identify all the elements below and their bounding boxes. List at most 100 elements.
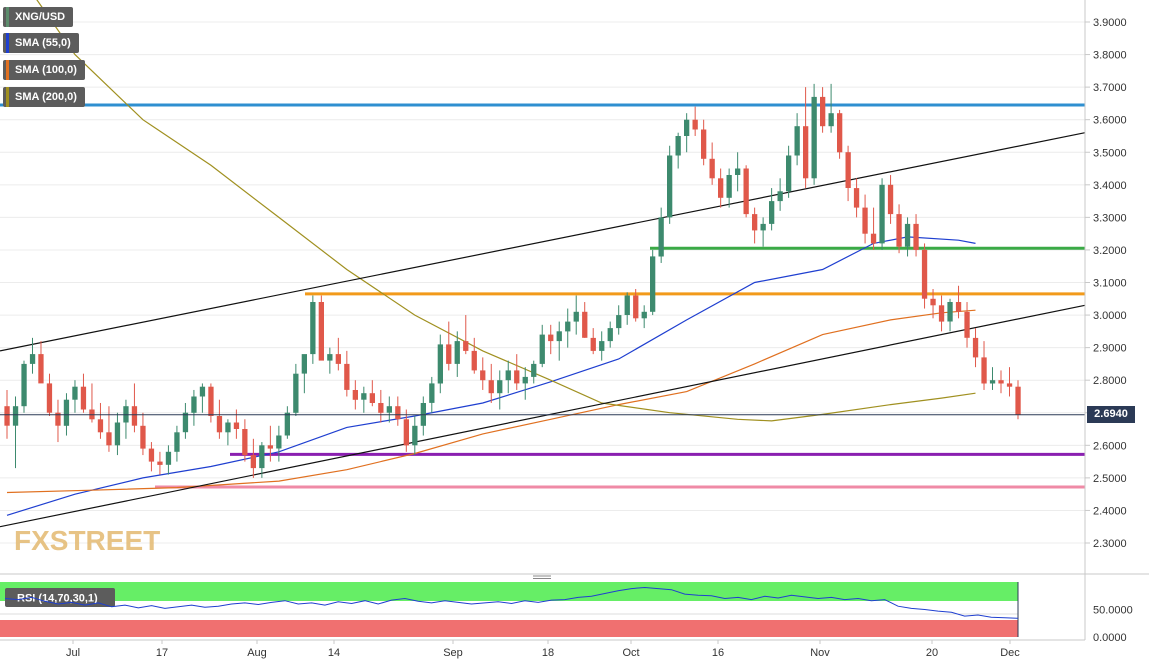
candle-body [896, 214, 902, 247]
candle-body [505, 370, 511, 381]
y-tick-label: 3.8000 [1093, 50, 1127, 62]
candle-body [335, 354, 341, 364]
candle-body [845, 152, 851, 188]
x-tick-label: Jul [66, 647, 80, 659]
candle-body [267, 445, 273, 449]
candle-body [913, 223, 919, 250]
rsi-panel: RSI (14,70,30,1) [0, 582, 1019, 637]
rsi-tick-label: 50.0000 [1093, 605, 1133, 617]
candle-body [191, 396, 197, 413]
candle-body [293, 373, 299, 413]
legend-swatch-sma-100 [6, 60, 9, 80]
rsi-y-axis: 50.0000 0.0000 [1093, 605, 1133, 645]
candle-body [514, 370, 520, 384]
y-tick-label: 3.7000 [1093, 82, 1127, 94]
legend-sma-200[interactable]: SMA (200,0) [3, 87, 85, 107]
candle-body [318, 302, 324, 361]
x-tick-label: Sep [443, 647, 463, 659]
legend-sma-55[interactable]: SMA (55,0) [3, 33, 79, 53]
candle-body [947, 302, 953, 322]
candle-body [233, 422, 240, 429]
candle-body [607, 328, 613, 342]
y-axis[interactable]: 3.9000 3.8000 3.7000 3.6000 3.5000 3.4000 3.30… [1085, 17, 1127, 550]
sma-layer [6, 0, 976, 516]
candle-body [344, 363, 350, 390]
candle-body [114, 422, 121, 446]
candle-body [616, 315, 622, 329]
candle-body [743, 168, 749, 215]
y-tick-label: 2.8000 [1093, 375, 1127, 387]
x-axis[interactable]: Jul 17 Aug 14 Sep 18 Oct 16 Nov 20 Dec [66, 640, 1020, 659]
y-tick-label: 2.4000 [1093, 505, 1127, 517]
sma-line [6, 236, 976, 516]
candle-body [97, 419, 104, 433]
candle-body [131, 406, 138, 426]
panel-resize-handle[interactable] [533, 575, 551, 579]
candle-body [199, 386, 206, 397]
y-tick-label: 3.1000 [1093, 278, 1127, 290]
candle-body [352, 390, 358, 400]
candle-body [284, 412, 290, 436]
candle-body [701, 129, 707, 159]
trend-layer [0, 132, 1086, 528]
y-tick-label: 3.4000 [1093, 180, 1127, 192]
candle-body [412, 425, 418, 446]
legend-sma-100[interactable]: SMA (100,0) [3, 60, 85, 80]
candle-body [531, 363, 537, 377]
y-tick-label: 3.3000 [1093, 212, 1127, 224]
candle-body [624, 295, 630, 315]
trendline [0, 132, 1086, 352]
candle-body [301, 354, 307, 374]
candle-body [811, 96, 817, 179]
levels-layer [0, 103, 1085, 489]
y-tick-label: 3.9000 [1093, 17, 1127, 29]
candle-body [786, 155, 792, 192]
candle-body [225, 422, 231, 433]
candle-body [573, 311, 579, 322]
candle-body [803, 126, 809, 179]
candle-body [21, 363, 27, 407]
candle-layer [4, 83, 1021, 478]
candle-body [46, 383, 53, 413]
candle-body [378, 403, 384, 413]
y-tick-label: 3.6000 [1093, 115, 1127, 127]
candle-body [862, 207, 868, 234]
y-tick-label: 2.6000 [1093, 440, 1127, 452]
legend-label-xng-usd: XNG/USD [15, 11, 66, 23]
candle-body [386, 406, 392, 413]
candle-body [361, 393, 367, 400]
legend-label-sma-100: SMA (100,0) [15, 64, 77, 76]
rsi-tick-label: 0.0000 [1093, 632, 1127, 644]
candle-body [497, 380, 503, 394]
candle-body [140, 425, 146, 449]
candle-body [208, 386, 214, 416]
legend-label-sma-200: SMA (200,0) [15, 91, 77, 103]
x-tick-label: 17 [156, 647, 168, 659]
candle-body [539, 334, 545, 364]
candle-body [828, 113, 834, 127]
candle-body [735, 168, 741, 175]
rsi-label-box [5, 588, 115, 607]
legend-swatch-sma-55 [6, 33, 9, 53]
rsi-overbought-zone [0, 582, 1018, 601]
candle-body [403, 419, 409, 446]
candle-body [454, 341, 460, 364]
candle-body [242, 429, 248, 456]
candle-body [981, 357, 987, 384]
candle-body [80, 386, 87, 410]
candle-body [310, 302, 316, 355]
candle-body [675, 136, 681, 156]
candle-body [463, 341, 469, 351]
candle-body [174, 432, 180, 452]
x-tick-label: Nov [810, 647, 830, 659]
legend-xng-usd[interactable]: XNG/USD [3, 7, 74, 27]
rsi-oversold-zone [0, 620, 1018, 637]
candle-body [157, 461, 163, 465]
candle-body [658, 217, 664, 257]
candle-body [777, 191, 783, 202]
candle-body [998, 380, 1004, 384]
candle-body [548, 334, 554, 342]
candle-body [369, 393, 375, 403]
